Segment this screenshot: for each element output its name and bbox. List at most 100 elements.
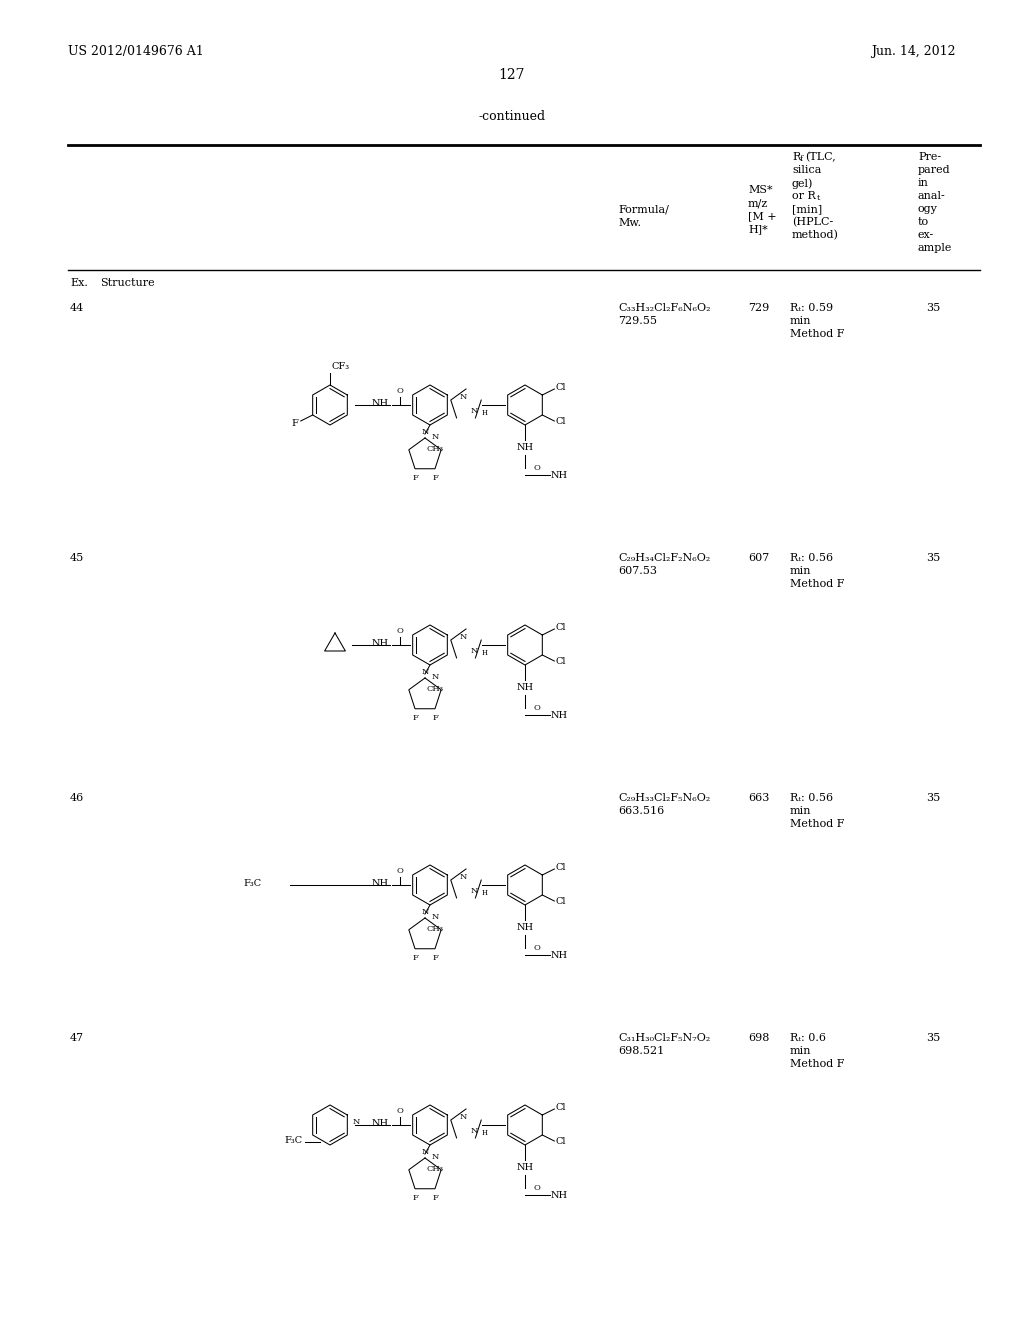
Text: O: O [534, 1184, 540, 1192]
Text: to: to [918, 216, 929, 227]
Text: F₃C: F₃C [244, 879, 262, 887]
Text: N: N [431, 673, 438, 681]
Text: Rₜ: 0.56: Rₜ: 0.56 [790, 793, 834, 803]
Text: R: R [792, 152, 800, 162]
Text: H: H [482, 888, 488, 898]
Text: Method F: Method F [790, 579, 845, 589]
Text: O: O [396, 1107, 403, 1115]
Text: NH: NH [516, 1163, 534, 1172]
Text: Pre-: Pre- [918, 152, 941, 162]
Text: Formula/: Formula/ [618, 205, 669, 215]
Text: 35: 35 [926, 1034, 940, 1043]
Text: gel): gel) [792, 178, 813, 189]
Text: 35: 35 [926, 793, 940, 803]
Text: NH: NH [372, 1118, 388, 1127]
Text: 127: 127 [499, 69, 525, 82]
Text: H: H [482, 409, 488, 417]
Text: [M +: [M + [748, 211, 776, 220]
Text: NH: NH [551, 1191, 568, 1200]
Text: N: N [431, 913, 438, 921]
Text: MS*: MS* [748, 185, 773, 195]
Text: Cl: Cl [555, 1104, 566, 1113]
Text: CH₃: CH₃ [427, 1166, 443, 1173]
Text: H]*: H]* [748, 224, 768, 234]
Text: US 2012/0149676 A1: US 2012/0149676 A1 [68, 45, 204, 58]
Text: H: H [482, 1129, 488, 1137]
Text: 698: 698 [748, 1034, 769, 1043]
Text: Cl: Cl [555, 657, 566, 667]
Text: N: N [460, 634, 467, 642]
Text: CH₃: CH₃ [427, 685, 443, 693]
Text: N: N [470, 407, 477, 414]
Text: N: N [460, 393, 467, 401]
Text: 729.55: 729.55 [618, 315, 657, 326]
Text: F: F [412, 954, 418, 962]
Text: 607: 607 [748, 553, 769, 564]
Text: CH₃: CH₃ [427, 445, 443, 453]
Text: Cl: Cl [555, 417, 566, 426]
Text: Cl: Cl [555, 623, 566, 632]
Text: NH: NH [551, 950, 568, 960]
Text: 46: 46 [70, 793, 84, 803]
Text: ogy: ogy [918, 205, 938, 214]
Text: F: F [432, 474, 438, 482]
Text: O: O [534, 465, 540, 473]
Text: [min]: [min] [792, 205, 822, 214]
Text: F: F [412, 1195, 418, 1203]
Text: N: N [353, 1118, 360, 1126]
Text: N: N [421, 668, 429, 676]
Text: C₃₁H₃₀Cl₂F₅N₇O₂: C₃₁H₃₀Cl₂F₅N₇O₂ [618, 1034, 711, 1043]
Text: O: O [396, 387, 403, 395]
Text: N: N [470, 887, 477, 895]
Text: 44: 44 [70, 304, 84, 313]
Text: O: O [534, 704, 540, 711]
Text: F: F [432, 954, 438, 962]
Text: N: N [421, 908, 429, 916]
Text: F: F [432, 714, 438, 722]
Text: (HPLC-: (HPLC- [792, 216, 834, 227]
Text: CH₃: CH₃ [427, 925, 443, 933]
Text: Cl: Cl [555, 384, 566, 392]
Text: CF₃: CF₃ [332, 362, 350, 371]
Text: F: F [412, 474, 418, 482]
Text: 663: 663 [748, 793, 769, 803]
Text: O: O [396, 627, 403, 635]
Text: ample: ample [918, 243, 952, 253]
Text: -continued: -continued [478, 110, 546, 123]
Text: N: N [460, 1113, 467, 1121]
Text: Rₜ: 0.59: Rₜ: 0.59 [790, 304, 834, 313]
Text: N: N [421, 1148, 429, 1156]
Text: or R: or R [792, 191, 816, 201]
Text: min: min [790, 315, 811, 326]
Text: min: min [790, 807, 811, 816]
Text: Method F: Method F [790, 329, 845, 339]
Text: Ex.: Ex. [70, 279, 88, 288]
Text: silica: silica [792, 165, 821, 176]
Text: (TLC,: (TLC, [805, 152, 836, 162]
Text: N: N [431, 1152, 438, 1162]
Text: F₃C: F₃C [285, 1135, 303, 1144]
Text: Structure: Structure [100, 279, 155, 288]
Text: t: t [817, 194, 820, 202]
Text: NH: NH [551, 470, 568, 479]
Text: Jun. 14, 2012: Jun. 14, 2012 [871, 45, 956, 58]
Text: C₃₃H₃₂Cl₂F₆N₆O₂: C₃₃H₃₂Cl₂F₆N₆O₂ [618, 304, 711, 313]
Text: C₂₉H₃₄Cl₂F₂N₆O₂: C₂₉H₃₄Cl₂F₂N₆O₂ [618, 553, 711, 564]
Text: min: min [790, 566, 811, 576]
Text: in: in [918, 178, 929, 187]
Text: N: N [431, 433, 438, 441]
Text: F: F [292, 418, 299, 428]
Text: pared: pared [918, 165, 950, 176]
Text: m/z: m/z [748, 198, 768, 209]
Text: NH: NH [372, 879, 388, 887]
Text: 607.53: 607.53 [618, 566, 657, 576]
Text: Cl: Cl [555, 863, 566, 873]
Text: method): method) [792, 230, 839, 240]
Text: O: O [396, 867, 403, 875]
Text: N: N [421, 428, 429, 436]
Text: NH: NH [516, 682, 534, 692]
Text: 47: 47 [70, 1034, 84, 1043]
Text: min: min [790, 1045, 811, 1056]
Text: ex-: ex- [918, 230, 934, 240]
Text: f: f [800, 154, 803, 162]
